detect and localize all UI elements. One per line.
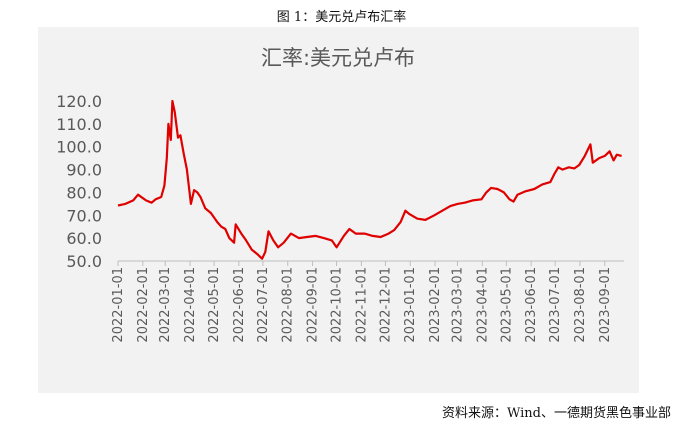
y-tick-label: 100.0: [56, 138, 102, 157]
x-tick-label: 2023-04-01: [475, 267, 490, 343]
x-tick-label: 2022-08-01: [281, 267, 296, 343]
x-tick-label: 2023-06-01: [524, 267, 539, 343]
x-axis: 2022-01-01 2022-02-01 2022-03-01 2022-04-01…: [111, 260, 624, 343]
y-tick-label: 50.0: [66, 252, 102, 271]
x-tick-label: 2023-09-01: [598, 267, 613, 343]
y-tick-label: 70.0: [66, 206, 102, 225]
exchange-rate-chart: 汇率:美元兑卢布 50.0 60.0 70.0 80.0 90.0 100.0 110.0 1…: [56, 46, 624, 343]
x-tick-label: 2023-05-01: [499, 267, 514, 343]
x-tick-label: 2022-05-01: [207, 267, 222, 343]
x-tick-label: 2022-09-01: [306, 267, 321, 343]
x-tick-label: 2022-03-01: [158, 267, 173, 343]
y-tick-label: 60.0: [66, 229, 102, 248]
y-tick-label: 80.0: [66, 183, 102, 202]
y-tick-label: 120.0: [56, 92, 102, 111]
x-tick-label: 2023-01-01: [403, 267, 418, 343]
x-tick-label: 2023-03-01: [450, 267, 465, 343]
x-tick-label: 2023-07-01: [548, 267, 563, 343]
x-tick-label: 2022-11-01: [354, 267, 369, 343]
series-line: [117, 99, 622, 260]
y-tick-label: 110.0: [56, 115, 102, 134]
source-note: 资料来源：Wind、一德期货黑色事业部: [442, 406, 671, 421]
x-tick-label: 2022-04-01: [183, 267, 198, 343]
y-axis: 50.0 60.0 70.0 80.0 90.0 100.0 110.0 120.0: [56, 92, 102, 271]
x-tick-label: 2022-10-01: [330, 267, 345, 343]
x-tick-label: 2022-06-01: [232, 267, 247, 343]
x-tick-label: 2023-08-01: [573, 267, 588, 343]
x-tick-label: 2022-12-01: [378, 267, 393, 343]
x-tick-label: 2022-01-01: [111, 267, 126, 343]
chart-title: 汇率:美元兑卢布: [261, 46, 415, 70]
x-tick-label: 2023-02-01: [428, 267, 443, 343]
x-tick-label: 2022-02-01: [136, 267, 151, 343]
y-tick-label: 90.0: [66, 161, 102, 180]
chart-panel: 汇率:美元兑卢布 50.0 60.0 70.0 80.0 90.0 100.0 110.0 1…: [38, 27, 639, 393]
figure-caption: 图 1：美元兑卢布汇率: [276, 10, 407, 25]
x-tick-label: 2022-07-01: [256, 267, 271, 343]
plot-area: [117, 99, 622, 260]
